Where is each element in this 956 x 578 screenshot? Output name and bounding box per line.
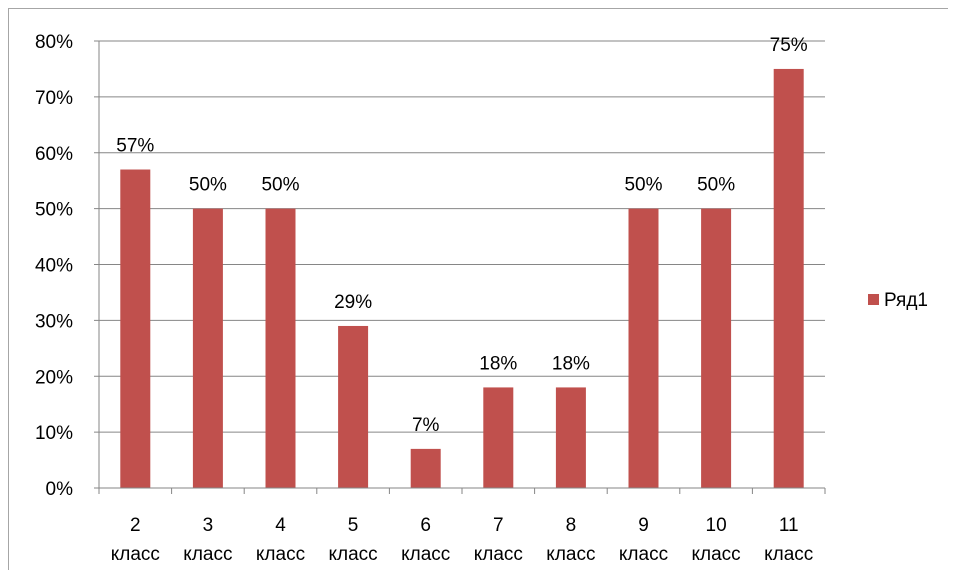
x-category-label: 6 класс <box>401 515 450 565</box>
x-category-label: 3 класс <box>183 515 232 565</box>
y-tick-label: 0% <box>46 479 74 500</box>
x-category-label: 10 класс <box>692 515 741 565</box>
x-category-label: 5 класс <box>329 515 378 565</box>
data-label: 18% <box>479 353 517 374</box>
y-tick-label: 80% <box>35 32 73 53</box>
data-label: 29% <box>334 292 372 313</box>
bar <box>192 208 223 488</box>
data-label: 7% <box>412 415 440 436</box>
legend-label: Ряд1 <box>884 290 928 311</box>
bar <box>410 448 441 488</box>
x-category-label: 2 класс <box>111 515 160 565</box>
data-label: 50% <box>261 175 299 196</box>
bar <box>701 208 732 488</box>
bar <box>265 208 296 488</box>
bar <box>628 208 659 488</box>
chart-area <box>8 8 948 570</box>
x-category-label: 8 класс <box>546 515 595 565</box>
bar <box>120 169 151 488</box>
y-tick-label: 60% <box>35 144 73 165</box>
x-category-label: 4 класс <box>256 515 305 565</box>
data-label: 75% <box>770 35 808 56</box>
y-axis-tick-labels: 0% 10% 20% 30% 40% 50% 60% 70% 80% <box>35 32 73 500</box>
y-tick-label: 20% <box>35 367 73 388</box>
data-label: 50% <box>697 175 735 196</box>
axes <box>94 40 826 494</box>
bar <box>338 325 369 488</box>
legend: Ряд1 <box>868 290 928 311</box>
data-label: 18% <box>552 353 590 374</box>
legend-swatch <box>868 294 879 305</box>
y-tick-label: 70% <box>35 88 73 109</box>
bar <box>555 387 586 488</box>
y-tick-label: 10% <box>35 423 73 444</box>
y-tick-label: 30% <box>35 311 73 332</box>
data-label: 57% <box>116 136 154 157</box>
bar <box>483 387 514 488</box>
y-tick-label: 40% <box>35 256 73 277</box>
data-label: 50% <box>624 175 662 196</box>
y-tick-label: 50% <box>35 200 73 221</box>
data-labels: 57% 50% 50% 29% 7% 18% 18% 50% 50% 75% <box>116 35 808 436</box>
bars <box>120 68 804 488</box>
bar <box>773 68 804 488</box>
x-category-label: 7 класс <box>474 515 523 565</box>
data-label: 50% <box>189 175 227 196</box>
x-category-label: 9 класс <box>619 515 668 565</box>
x-axis-category-labels: 2 класс 3 класс 4 класс 5 класс 6 класс 7 класс 8 кла… <box>111 515 814 565</box>
x-category-label: 11 класс <box>764 515 813 565</box>
